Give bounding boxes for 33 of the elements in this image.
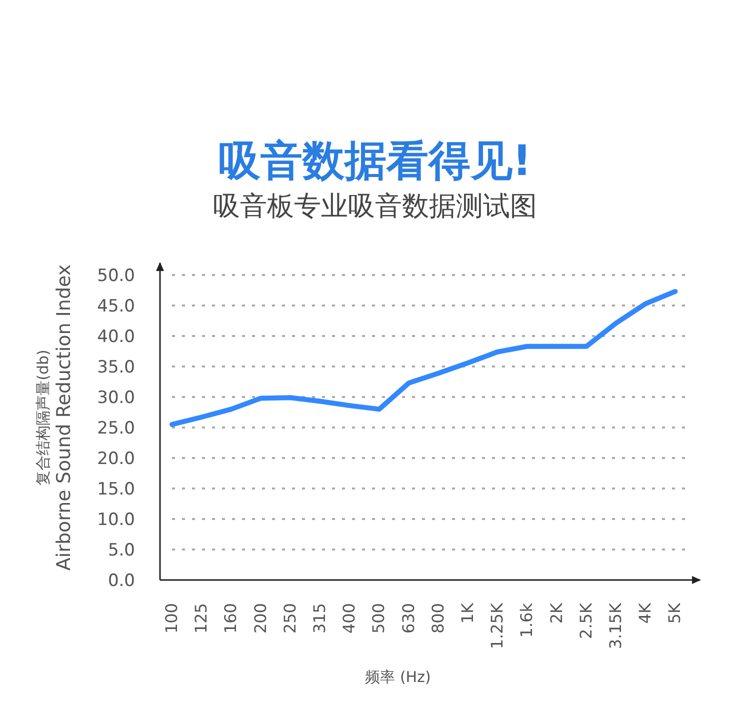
y-tick-label: 40.0	[97, 327, 135, 347]
x-tick-label: 1.6k	[517, 602, 536, 638]
x-tick-label: 1.25K	[488, 602, 507, 650]
x-tick-label: 630	[398, 603, 418, 634]
chart-title: 吸音数据看得见!	[218, 136, 532, 185]
x-tick-label: 2K	[546, 602, 566, 624]
x-tick-label: 400	[340, 603, 359, 634]
y-tick-label: 0.0	[108, 571, 135, 591]
y-tick-label: 35.0	[97, 358, 135, 378]
y-tick-label: 15.0	[97, 480, 135, 500]
x-tick-label: 5K	[665, 602, 684, 624]
x-tick-label: 2.5K	[576, 602, 596, 639]
y-tick-label: 30.0	[97, 388, 135, 408]
y-tick-label: 25.0	[97, 418, 135, 438]
x-tick-label: 1K	[458, 602, 477, 624]
y-tick-label: 5.0	[108, 540, 135, 560]
y-tick-label: 45.0	[97, 296, 135, 316]
y-axis-title: 复合结构隔声量(db) Airborne Sound Reduction Index	[34, 264, 75, 571]
x-tick-label: 800	[428, 603, 448, 634]
x-tick-label: 200	[250, 603, 270, 634]
chart-subtitle: 吸音板专业吸音数据测试图	[213, 191, 537, 222]
x-tick-label: 500	[369, 603, 388, 634]
y-tick-label: 20.0	[97, 449, 135, 469]
x-tick-label: 3.15K	[606, 602, 625, 650]
y-tick-label: 10.0	[97, 510, 135, 530]
y-tick-label: 50.0	[97, 266, 135, 286]
x-tick-label: 4K	[636, 602, 655, 624]
x-tick-label: 125	[192, 603, 211, 634]
x-tick-label: 315	[310, 603, 329, 634]
x-tick-label: 100	[162, 603, 181, 634]
x-tick-label: 160	[221, 603, 240, 634]
x-axis-title: 频率 (Hz)	[365, 668, 431, 686]
x-tick-label: 250	[280, 603, 300, 634]
